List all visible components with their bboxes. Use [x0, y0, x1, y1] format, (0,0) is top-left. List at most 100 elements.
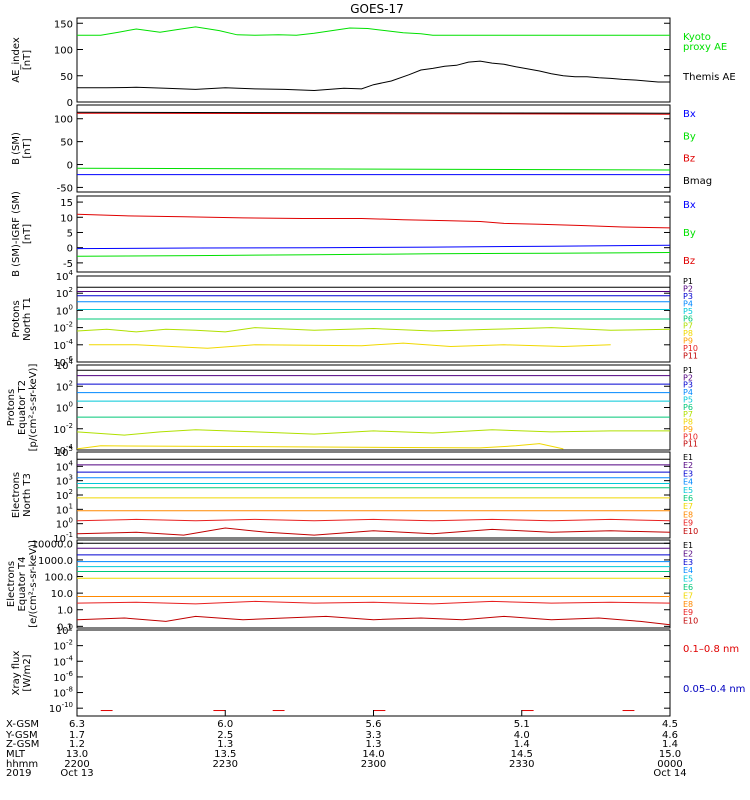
legend-entry: P5: [683, 307, 693, 316]
y-tick-label: 10-8: [53, 686, 73, 700]
legend-entry: E9: [683, 519, 693, 528]
series-by: [76, 167, 671, 171]
y-tick-exponent: -2: [66, 422, 73, 430]
x-tick-value: 1.2: [69, 739, 85, 750]
y-axis-label-line: Equator T2: [17, 380, 28, 435]
x-tick-value: 3.3: [366, 730, 382, 741]
legend-entry: P4: [683, 388, 693, 397]
y-tick-exponent: -4: [66, 443, 74, 451]
panel-frame: [76, 195, 671, 273]
legend-entry: P11: [683, 352, 698, 361]
y-tick-label: 102: [56, 379, 73, 393]
y-tick-label: 100: [56, 303, 73, 317]
series-by: [76, 252, 671, 257]
x-axis-table: X-GSMY-GSMZ-GSMMLThhmm20196.31.71.213.02…: [5, 710, 687, 779]
panel-frame: [76, 364, 671, 451]
y-tick-label: 5: [67, 228, 73, 239]
panel-frame: [76, 17, 671, 103]
x-axis-row-label: hhmm: [6, 759, 38, 770]
x-tick-value: 2300: [361, 759, 386, 770]
panel-electrons_t4: 10000.0 1000.0 100.0 10.0 1.0 0.1 ElectronsEqu…: [6, 539, 698, 633]
y-tick-label: 150: [54, 19, 73, 30]
y-axis-label-line: B (SM): [11, 132, 22, 165]
legend-entry: P2: [683, 284, 693, 293]
x-tick-value: 1.4: [514, 739, 530, 750]
y-tick-label: 10-10: [49, 701, 73, 715]
y-tick-label: 104: [56, 269, 74, 283]
legend-entry: P3: [683, 381, 693, 390]
legend-entry: Bz: [683, 256, 695, 267]
legend-entry: P3: [683, 292, 693, 301]
legend-entry: E1: [683, 541, 693, 550]
y-tick-label: 10000.0: [32, 539, 73, 550]
y-tick-label: 10-4: [53, 338, 73, 352]
legend-entry: P7: [683, 322, 693, 331]
y-tick-label: 102: [56, 488, 73, 502]
y-tick-label: 50: [60, 72, 73, 83]
x-tick-value: 4.6: [662, 730, 678, 741]
legend-entry: P5: [683, 395, 693, 404]
y-tick-exponent: 5: [69, 445, 73, 453]
y-tick-exponent: -4: [66, 338, 74, 346]
legend-entry: P1: [683, 366, 693, 375]
legend-entry: P10: [683, 344, 698, 353]
series-e9: [76, 518, 671, 522]
y-tick-label: 103: [56, 474, 73, 488]
y-tick-exponent: 4: [69, 269, 74, 277]
legend-entry: E9: [683, 608, 693, 617]
x-tick-value: 2200: [64, 759, 89, 770]
x-tick-value: 6.0: [217, 719, 233, 730]
y-axis-label-line: [nT]: [22, 138, 33, 158]
series-e10: [76, 615, 671, 626]
legend-entry: E1: [683, 453, 693, 462]
y-axis-label: ElectronsNorth T3: [11, 472, 33, 518]
y-tick-label: -50: [57, 183, 73, 194]
y-tick-label: 10-4: [53, 654, 73, 668]
legend-entry: Bmag: [683, 176, 712, 187]
y-tick-label: 100: [56, 401, 73, 415]
y-tick-exponent: 4: [69, 358, 74, 366]
legend-entry: By: [683, 228, 696, 239]
x-axis-row-label: 2019: [6, 768, 31, 779]
x-tick-value: 5.6: [366, 719, 382, 730]
y-tick-exponent: -8: [66, 686, 73, 694]
legend-entry: P10: [683, 432, 698, 441]
series-bz: [76, 213, 671, 229]
y-tick-label: 100.0: [44, 573, 73, 584]
y-axis-label: Xray flux[W/m2]: [11, 651, 33, 696]
legend-entry: 0.05–0.4 nm: [683, 684, 745, 695]
y-axis-label-line: [W/m2]: [22, 654, 33, 691]
x-tick-value: Oct 14: [653, 768, 686, 779]
y-tick-label: 100: [54, 46, 73, 57]
legend-entry: P7: [683, 410, 693, 419]
panel-frame: [76, 629, 671, 717]
legend-entry: E6: [683, 494, 693, 503]
x-axis-row-label: Z-GSM: [6, 739, 39, 750]
panel-frame: [76, 539, 671, 629]
y-tick-label: 102: [56, 286, 73, 300]
x-tick-value: 2.5: [217, 730, 233, 741]
y-axis-label-line: [e/(cm²-s-sr-keV)]: [28, 540, 39, 628]
y-tick-label: 10.0: [51, 589, 73, 600]
y-tick-label: 1000.0: [38, 556, 73, 567]
y-axis-label-line: B (SM)-IGRF (SM): [11, 191, 22, 277]
legend-entry: E3: [683, 469, 693, 478]
y-tick-exponent: 2: [69, 488, 73, 496]
y-tick-label: 10: [60, 213, 73, 224]
x-tick-value: 6.3: [69, 719, 85, 730]
legend-entry: E10: [683, 527, 698, 536]
x-axis-row-label: X-GSM: [6, 719, 39, 730]
panel-bdiff: 15 10 5 0 -5 B (SM)-IGRF (SM)[nT] Bx By Bz: [11, 191, 696, 277]
y-tick-exponent: -6: [66, 670, 74, 678]
y-tick-exponent: -1: [66, 531, 73, 539]
legend-entry: E10: [683, 617, 698, 626]
y-tick-label: 50: [60, 138, 73, 149]
legend-entry: P4: [683, 299, 693, 308]
legend-entry: E2: [683, 461, 693, 470]
panel-bsm: 100 50 0 -50 B (SM)[nT] Bx By Bz Bmag: [11, 104, 712, 194]
y-tick-label: 10-2: [53, 422, 73, 436]
